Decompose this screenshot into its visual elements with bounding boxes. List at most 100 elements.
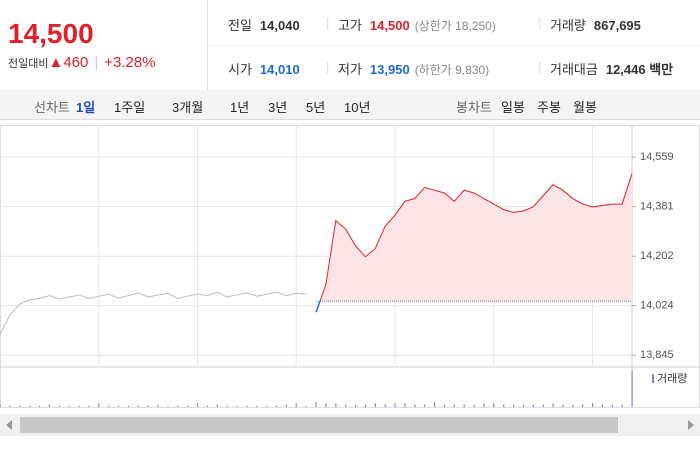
volume-bar [592, 403, 594, 407]
volume-bar [137, 405, 139, 407]
volume-bar [572, 404, 574, 407]
volume-bar [473, 404, 475, 407]
volume-bar [98, 404, 100, 407]
volume-bar [611, 404, 613, 407]
volume-bar [256, 405, 258, 407]
volume-bar [513, 404, 515, 407]
volume-bar [127, 405, 130, 407]
volume-bar [236, 405, 238, 407]
period-button[interactable]: 3년 [268, 100, 288, 115]
info-label: 시가 [228, 62, 252, 77]
header: 14,500 전일대비▲460 | +3.28% 전일 14,040 고가 14,500(… [0, 0, 700, 91]
volume-bar [453, 404, 455, 407]
period-button[interactable]: 5년 [306, 100, 326, 115]
volume-bar [443, 404, 446, 407]
volume-bar [582, 404, 584, 407]
y-tick-label: 14,202 [640, 250, 674, 262]
volume-bar [503, 404, 505, 407]
volume-bar [147, 405, 149, 407]
volume-bar [276, 405, 278, 407]
volume-bar [552, 403, 554, 407]
volume-bar [305, 405, 307, 407]
volume-bar [374, 403, 376, 407]
volume-bar [29, 405, 31, 407]
volume-bar [355, 404, 357, 407]
divider: | [538, 59, 542, 74]
up-arrow: ▲ [48, 54, 64, 71]
line-chart-label: 선차트 [34, 100, 70, 115]
info-cell: 시가 14,010 [228, 59, 300, 78]
volume-bar [206, 405, 209, 407]
series-line [319, 173, 633, 302]
period-button[interactable]: 3개월 [172, 100, 204, 115]
info-label: 거래대금 [550, 62, 598, 77]
period-button[interactable]: 1년 [230, 100, 250, 115]
info-value: 13,950 [369, 62, 410, 77]
volume-bar [78, 405, 80, 407]
candle-button[interactable]: 월봉 [573, 100, 597, 115]
scroll-track [0, 414, 700, 436]
series-line-below [315, 301, 321, 313]
info-value: 12,446 백만 [605, 62, 674, 77]
info-cell: 고가 14,500 (상한가 18,250) | [326, 15, 496, 34]
legend-label: 거래량 [657, 372, 687, 385]
volume-bar [0, 404, 1, 407]
area [319, 173, 632, 302]
volume-bar [68, 405, 70, 407]
volume-bar [463, 404, 465, 407]
period-button[interactable]: 1주일 [114, 100, 146, 115]
candle-button[interactable]: 주봉 [537, 100, 561, 115]
volume-bar [315, 402, 317, 407]
info-value: 14,500 [369, 18, 410, 33]
period-button[interactable]: 1일 [76, 100, 96, 115]
price: 14,500 [8, 18, 94, 49]
volume-bar [621, 404, 623, 407]
info-label: 전일 [228, 18, 252, 33]
divider: | [326, 15, 330, 30]
volume-bar [177, 405, 179, 407]
info-note: (하한가 9,830) [414, 63, 490, 77]
scroll-right[interactable] [688, 420, 694, 430]
volume-bar [414, 404, 416, 407]
volume-bar [118, 405, 120, 407]
volume-bar [226, 405, 228, 407]
volume-bar [197, 405, 199, 407]
toolbar: 선차트 1일 1주일 3개월 1년 3년 5년 10년 봉차트 일봉 주봉 월봉 [0, 90, 700, 120]
volume-bar [88, 405, 90, 407]
series-line [0, 291, 307, 335]
info-value: 14,010 [259, 62, 300, 77]
volume-bar [285, 404, 288, 407]
change-pct: +3.28% [104, 54, 156, 71]
y-tick-label: 14,559 [640, 151, 674, 163]
y-tick-label: 14,024 [640, 300, 674, 312]
volume-bar [434, 402, 436, 407]
volume-bar [483, 403, 485, 407]
volume-bar [562, 404, 564, 407]
info-label: 거래량 [550, 18, 586, 33]
volume-bar [532, 404, 534, 407]
volume-bar [522, 404, 525, 407]
volume-bar [108, 405, 110, 407]
change-value: 460 [63, 54, 89, 71]
info-cell: 거래대금 12,446 백만 | [538, 59, 674, 78]
candle-button[interactable]: 일봉 [501, 100, 525, 115]
volume-bar [58, 405, 60, 407]
scroll-thumb[interactable] [20, 417, 618, 433]
info-cell: 거래량 867,695 | [538, 15, 641, 34]
volume-bar [9, 405, 11, 407]
divider: | [326, 59, 330, 74]
change: 전일대비▲460 | +3.28% [8, 54, 156, 71]
volume-bar [325, 403, 327, 407]
volume-bar [404, 403, 406, 407]
volume-bar [187, 405, 189, 407]
period-button[interactable]: 10년 [344, 100, 371, 115]
info-label: 저가 [338, 62, 362, 77]
info-value: 14,040 [259, 18, 300, 33]
legend-swatch [652, 374, 654, 383]
volume-bar [295, 405, 297, 407]
volume-bar [424, 404, 426, 407]
scroll-left[interactable] [6, 420, 12, 430]
volume-bar [601, 404, 604, 407]
y-tick-label: 13,845 [640, 349, 674, 361]
